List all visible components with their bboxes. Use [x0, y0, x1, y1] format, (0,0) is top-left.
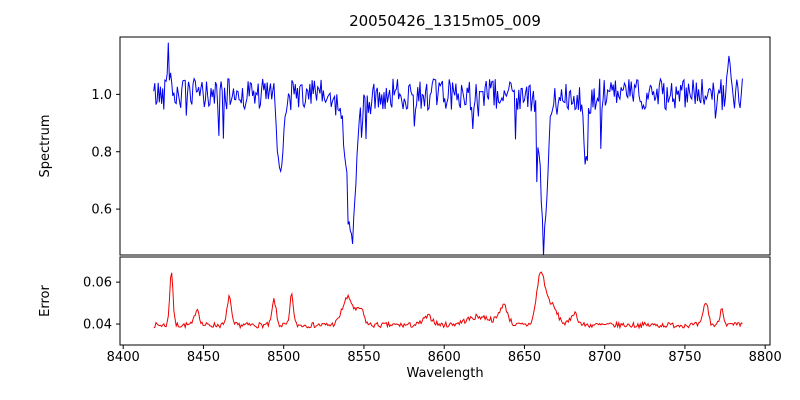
x-tick-label: 8600 [428, 350, 461, 365]
x-tick-label: 8500 [267, 350, 300, 365]
error-line [153, 271, 743, 330]
spectrum-line [153, 42, 743, 255]
spectrum-y-tick-label: 1.0 [91, 88, 112, 103]
error-y-tick-label: 0.06 [83, 276, 112, 291]
x-axis-label: Wavelength [406, 366, 484, 381]
spectrum-y-tick-label: 0.6 [91, 203, 112, 218]
chart-title: 20050426_1315m05_009 [349, 12, 541, 30]
x-tick-label: 8800 [749, 350, 782, 365]
spectrum-frame [119, 36, 771, 256]
error-frame [119, 256, 771, 346]
error-y-tick-label: 0.04 [83, 318, 112, 333]
x-tick-label: 8650 [508, 350, 541, 365]
x-tick-label: 8700 [588, 350, 621, 365]
x-tick-label: 8450 [187, 350, 220, 365]
x-tick-label: 8400 [107, 350, 140, 365]
spectrum-y-tick-label: 0.8 [91, 145, 112, 160]
x-tick-label: 8550 [347, 350, 380, 365]
x-tick-label: 8750 [668, 350, 701, 365]
